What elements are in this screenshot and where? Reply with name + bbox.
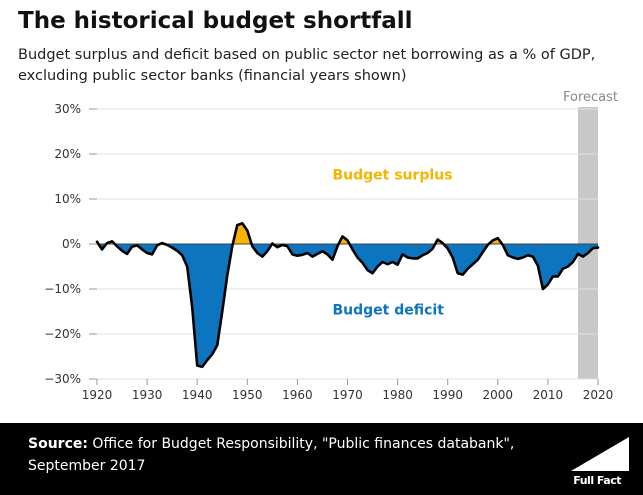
forecast-label: Forecast <box>563 90 618 105</box>
y-tick-label: 20% <box>54 147 81 161</box>
y-axis: 30% 20% 10% 0% −10% −20% −30% <box>44 102 97 386</box>
y-tick-label: 30% <box>54 102 81 116</box>
y-tick-label: −30% <box>44 372 81 386</box>
surplus-annotation: Budget surplus <box>332 167 452 183</box>
deficit-area <box>97 244 598 367</box>
y-tick-label: −20% <box>44 327 81 341</box>
source-text: Office for Budget Responsibility, "Publi… <box>28 436 515 474</box>
x-tick-label: 1940 <box>182 388 213 402</box>
x-tick-label: 1960 <box>282 388 313 402</box>
y-tick-label: 10% <box>54 192 81 206</box>
y-tick-label: −10% <box>44 282 81 296</box>
annotations: Budget surplus Budget deficit <box>332 167 452 318</box>
chart: Forecast 30% 20% 10% 0% −10% −20% −30% 1920 193… <box>44 90 618 402</box>
x-tick-label: 1930 <box>132 388 163 402</box>
x-tick-label: 2010 <box>533 388 564 402</box>
x-tick-label: 2000 <box>483 388 514 402</box>
forecast-band <box>577 107 598 379</box>
x-axis: 1920 1930 1940 1950 1960 1970 1980 1990 2000 2010… <box>82 379 614 402</box>
x-tick-label: 1970 <box>332 388 363 402</box>
chart-subtitle: Budget surplus and deficit based on publ… <box>18 47 596 84</box>
source-note: Source: Office for Budget Responsibility… <box>28 433 548 477</box>
x-tick-label: 1950 <box>232 388 263 402</box>
series-line <box>95 222 600 369</box>
x-tick-label: 1920 <box>82 388 113 402</box>
x-tick-label: 2020 <box>583 388 614 402</box>
footer: Source: Office for Budget Responsibility… <box>0 423 643 495</box>
chart-title: The historical budget shortfall <box>18 8 413 34</box>
full-fact-logo-icon <box>571 437 629 471</box>
y-tick-label: 0% <box>62 237 81 251</box>
x-tick-label: 1990 <box>432 388 463 402</box>
x-tick-label: 1980 <box>382 388 413 402</box>
logo-text: Full Fact <box>573 474 621 487</box>
deficit-annotation: Budget deficit <box>332 302 444 318</box>
source-label: Source: <box>28 436 88 452</box>
